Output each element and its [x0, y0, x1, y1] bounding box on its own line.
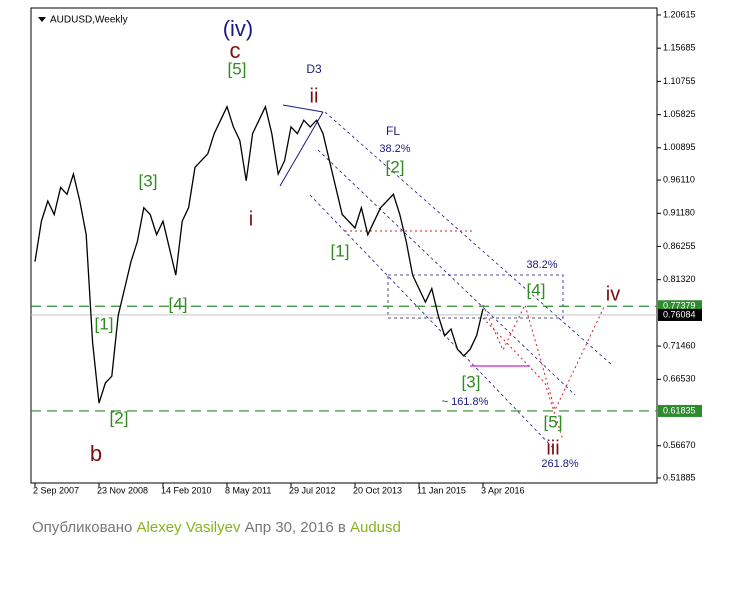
x-tick-label: 2 Sep 2007: [33, 485, 79, 495]
x-tick-label: 14 Feb 2010: [161, 485, 212, 495]
wave-label: 261.8%: [541, 458, 579, 470]
chart-title: AUDUSD,Weekly: [50, 15, 128, 26]
caption-prefix: Опубликовано: [32, 519, 133, 536]
channel-lines: [309, 111, 613, 451]
author-link[interactable]: Alexey Vasilyev: [136, 519, 241, 536]
y-tick-label: 0.56670: [663, 440, 696, 450]
x-tick-label: 23 Nov 2008: [97, 485, 148, 495]
wave-label: FL: [386, 124, 400, 138]
y-tick-label: 1.20615: [663, 9, 696, 19]
y-tick-label: 1.05825: [663, 109, 696, 119]
wave-label: 38.2%: [526, 259, 557, 271]
wave-label: iii: [546, 437, 559, 459]
price-line: [34, 104, 484, 404]
wave-label: [3]: [139, 171, 158, 190]
d3-lines: [279, 104, 324, 187]
y-tick-label: 0.66530: [663, 374, 696, 384]
wave-label: [3]: [462, 372, 481, 391]
wave-label: b: [90, 441, 102, 466]
wave-label: ~ 161.8%: [442, 396, 489, 408]
level-box: [658, 404, 702, 417]
y-tick-label: 0.81320: [663, 274, 696, 284]
y-tick-label: 0.71460: [663, 340, 696, 350]
wave-label: D3: [306, 62, 322, 76]
wave-label: [4]: [527, 280, 546, 299]
x-tick-label: 8 May 2011: [225, 485, 271, 495]
projection-lines: [345, 230, 606, 441]
wave-label: ii: [310, 85, 319, 107]
level-label: 0.61835: [663, 405, 696, 415]
x-tick-label: 11 Jan 2015: [417, 485, 466, 495]
y-tick-label: 1.15685: [663, 43, 696, 53]
caption-date: Апр 30, 2016 в: [244, 519, 346, 536]
level-label: 0.77379: [663, 301, 696, 311]
wave-label: [2]: [386, 157, 405, 176]
menu-arrow: [38, 17, 46, 22]
y-tick-label: 0.91180: [663, 208, 695, 218]
wave-label: [2]: [110, 408, 129, 427]
wave-label: i: [249, 208, 253, 230]
wave-label: [5]: [544, 412, 563, 431]
y-tick-label: 0.51885: [663, 472, 696, 482]
x-tick-label: 3 Apr 2016: [481, 485, 525, 495]
wave-label: c: [230, 38, 241, 63]
y-tick-label: 0.96110: [663, 174, 695, 184]
wave-label: 38.2%: [379, 143, 410, 155]
wave-label: (iv): [223, 16, 254, 41]
tag-link[interactable]: Audusd: [349, 519, 401, 536]
level-label: 0.76084: [663, 309, 696, 319]
x-tick-label: 29 Jul 2012: [289, 485, 336, 495]
y-tick-label: 1.10755: [663, 76, 696, 86]
caption: Опубликовано Alexey Vasilyev Апр 30, 201…: [32, 519, 401, 536]
level-box: [658, 308, 702, 321]
wave-label: iv: [606, 283, 620, 305]
wave-label: [4]: [169, 294, 188, 313]
x-tick-label: 20 Oct 2013: [353, 485, 402, 495]
y-tick-label: 0.86255: [663, 241, 696, 251]
chart: AUDUSD,Weekly 1.20615 1.15685 1.10755 1.058…: [30, 7, 702, 495]
wave-label: [5]: [228, 59, 247, 78]
wave-label: [1]: [331, 241, 350, 260]
wave-label: [1]: [95, 314, 114, 333]
y-tick-label: 1.00895: [663, 142, 696, 152]
plot-frame: [30, 7, 658, 484]
